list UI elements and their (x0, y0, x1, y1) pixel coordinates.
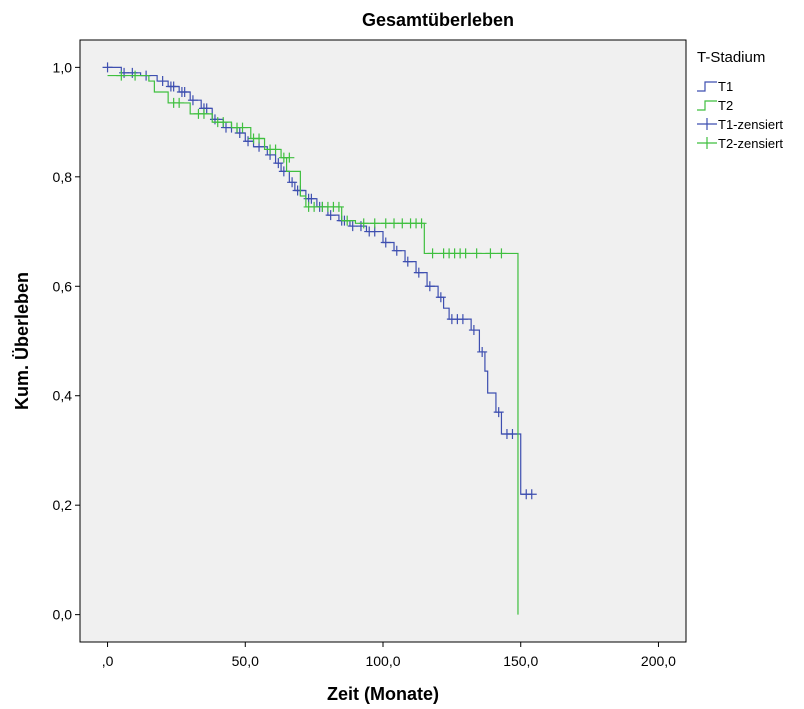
x-axis-label: Zeit (Monate) (327, 684, 439, 704)
x-tick-label: 150,0 (503, 653, 538, 669)
censor-mark-t2 (116, 70, 127, 81)
censor-mark-t2 (254, 133, 265, 144)
censor-mark-t2 (130, 70, 141, 81)
legend-swatch-t2 (697, 100, 717, 111)
censor-mark-t1 (493, 407, 504, 418)
y-tick-label: 0,4 (53, 388, 73, 404)
censor-mark-t1 (402, 256, 413, 267)
censor-mark-t2 (460, 248, 471, 259)
x-tick-label: 50,0 (232, 653, 259, 669)
legend-title: T-Stadium (697, 49, 765, 66)
x-axis-ticks: ,0 50,0 100,0 150,0 200,0 (102, 642, 676, 669)
legend-label: T2 (718, 98, 733, 113)
censor-mark-t1 (468, 325, 479, 336)
censor-mark-t2 (485, 248, 496, 259)
censor-mark-t2 (237, 122, 248, 133)
censor-mark-t2 (284, 152, 295, 163)
censor-mark-t2 (333, 201, 344, 212)
y-axis-ticks: 0,0 0,2 0,4 0,6 0,8 1,0 (53, 59, 80, 623)
censor-mark-t2 (416, 218, 427, 229)
censor-mark-t2 (174, 97, 185, 108)
censor-mark-t1 (201, 103, 212, 114)
censor-mark-t1 (157, 76, 168, 87)
censor-mark-t1 (273, 158, 284, 169)
x-tick-label: 100,0 (365, 653, 400, 669)
censor-mark-t2 (270, 144, 281, 155)
censor-mark-t1 (424, 281, 435, 292)
censor-mark-t1 (457, 314, 468, 325)
censor-mark-t2 (342, 215, 353, 226)
censor-mark-t1 (380, 237, 391, 248)
censor-mark-t1 (413, 267, 424, 278)
censor-mark-t1 (168, 81, 179, 92)
censor-mark-t2 (358, 218, 369, 229)
censor-mark-t2 (369, 218, 380, 229)
censor-mark-t2 (218, 117, 229, 128)
censor-mark-t1 (435, 292, 446, 303)
series-layer (102, 62, 537, 615)
legend-label: T1 (718, 79, 733, 94)
censor-mark-t1 (102, 62, 113, 73)
censor-mark-t2 (471, 248, 482, 259)
censor-mark-t2 (496, 248, 507, 259)
y-tick-label: 1,0 (53, 59, 73, 75)
y-tick-label: 0,2 (53, 497, 73, 513)
legend-entries: T1 T2 T1-zensiert T2-zensiert (697, 79, 783, 151)
censor-mark-t1 (234, 128, 245, 139)
y-axis-label: Kum. Überleben (12, 272, 32, 410)
plot-area (79, 39, 687, 643)
legend: T-Stadium T1 T2 T1-zensiert T2-zensiert (697, 49, 783, 151)
censor-mark-t2 (427, 248, 438, 259)
legend-swatch-censor-t1 (697, 118, 717, 130)
x-tick-label: ,0 (102, 653, 114, 669)
censor-mark-t1 (507, 429, 518, 440)
censor-mark-t1 (187, 95, 198, 106)
censor-mark-t1 (526, 489, 537, 500)
x-tick-label: 200,0 (641, 653, 676, 669)
legend-label: T1-zensiert (718, 117, 783, 132)
censor-mark-t1 (477, 346, 488, 357)
censor-mark-t1 (391, 245, 402, 256)
chart-title: Gesamtüberleben (362, 10, 514, 30)
censor-mark-t1 (243, 136, 254, 147)
censor-mark-t1 (287, 177, 298, 188)
censor-mark-t1 (306, 193, 317, 204)
censor-mark-t2 (198, 108, 209, 119)
legend-swatch-censor-t2 (697, 137, 717, 149)
legend-swatch-t1 (697, 81, 717, 92)
y-tick-label: 0,8 (53, 169, 73, 185)
y-tick-label: 0,0 (53, 607, 73, 623)
y-tick-label: 0,6 (53, 278, 73, 294)
censor-mark-t1 (179, 86, 190, 97)
legend-label: T2-zensiert (718, 136, 783, 151)
censor-mark-t1 (325, 210, 336, 221)
